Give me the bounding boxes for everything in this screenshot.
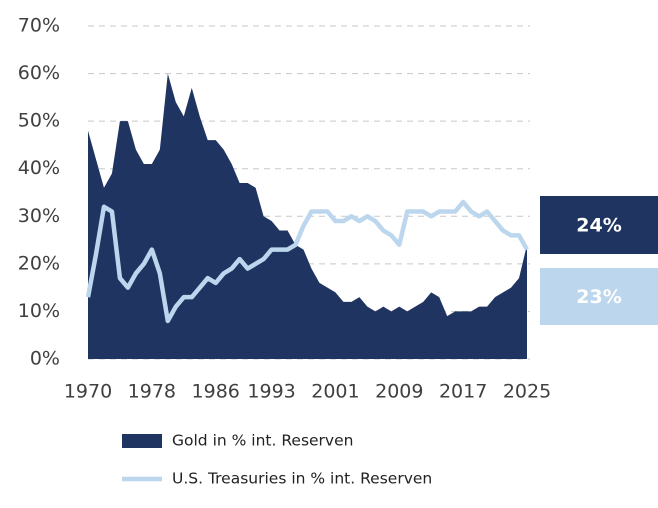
- legend-label: Gold in % int. Reserven: [172, 432, 353, 450]
- y-tick-label: 10%: [18, 300, 60, 322]
- x-tick-label: 1986: [192, 381, 240, 403]
- legend-swatch: [122, 434, 162, 448]
- x-tick-label: 2025: [503, 381, 551, 403]
- x-tick-label: 1993: [247, 381, 295, 403]
- x-tick-label: 2017: [439, 381, 487, 403]
- y-tick-label: 60%: [18, 62, 60, 84]
- y-tick-label: 20%: [18, 252, 60, 274]
- y-tick-label: 30%: [18, 205, 60, 227]
- y-tick-label: 70%: [18, 15, 60, 37]
- legend-label: U.S. Treasuries in % int. Reserven: [172, 470, 432, 488]
- x-tick-label: 1978: [128, 381, 176, 403]
- end-label: 24%: [576, 215, 621, 237]
- x-tick-label: 1970: [64, 381, 112, 403]
- y-tick-label: 50%: [18, 110, 60, 132]
- x-tick-label: 2001: [311, 381, 359, 403]
- end-label-box: [540, 268, 658, 325]
- y-tick-label: 40%: [18, 157, 60, 179]
- end-label-box: [540, 196, 658, 254]
- y-tick-label: 0%: [30, 348, 60, 370]
- end-label: 23%: [576, 286, 621, 308]
- treasuries-line: [85, 199, 529, 324]
- x-tick-label: 2009: [375, 381, 423, 403]
